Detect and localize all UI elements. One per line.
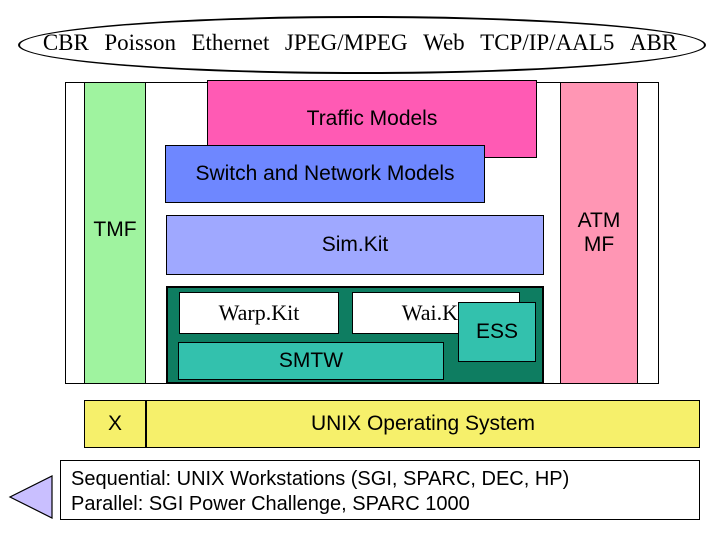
parallel-line: Parallel: SGI Power Challenge, SPARC 100… — [71, 493, 470, 515]
smtw-label: SMTW — [279, 349, 343, 373]
oval-item-2: Ethernet — [189, 30, 271, 55]
oval-item-1: Poisson — [102, 30, 178, 55]
simkit-label: Sim.Kit — [322, 233, 389, 257]
ess-label: ESS — [476, 320, 518, 344]
unix-os-label: UNIX Operating System — [311, 412, 535, 436]
diagram-canvas: TMF ATM MF Traffic Models Switch and Net… — [0, 0, 720, 540]
protocols-oval-text: CBR Poisson Ethernet JPEG/MPEG Web TCP/I… — [0, 30, 720, 56]
oval-item-6: ABR — [628, 30, 679, 55]
simkit-box: Sim.Kit — [166, 215, 544, 275]
smtw-box: SMTW — [178, 342, 444, 380]
oval-item-4: Web — [421, 30, 467, 55]
warpkit-box: Warp.Kit — [179, 292, 339, 334]
sequential-parallel-box: Sequential: UNIX Workstations (SGI, SPAR… — [60, 460, 700, 520]
atm-label-line2: MF — [584, 233, 614, 256]
tmf-label: TMF — [93, 218, 136, 242]
traffic-models-label: Traffic Models — [307, 107, 438, 131]
switch-network-label: Switch and Network Models — [195, 162, 454, 186]
sequential-line: Sequential: UNIX Workstations (SGI, SPAR… — [71, 468, 569, 490]
warpkit-label: Warp.Kit — [219, 300, 300, 326]
tmf-column: TMF — [84, 82, 146, 384]
ess-box: ESS — [458, 302, 536, 362]
oval-item-3: JPEG/MPEG — [283, 30, 410, 55]
oval-item-0: CBR — [41, 30, 91, 55]
unix-x-label: X — [108, 412, 122, 436]
atm-column: ATM MF — [560, 82, 638, 384]
unix-x-box: X — [84, 400, 146, 448]
oval-item-5: TCP/IP/AAL5 — [478, 30, 616, 55]
switch-network-box: Switch and Network Models — [165, 145, 485, 203]
unix-os-box: UNIX Operating System — [146, 400, 700, 448]
atm-label-line1: ATM — [578, 209, 621, 232]
back-triangle-icon[interactable] — [8, 474, 54, 520]
